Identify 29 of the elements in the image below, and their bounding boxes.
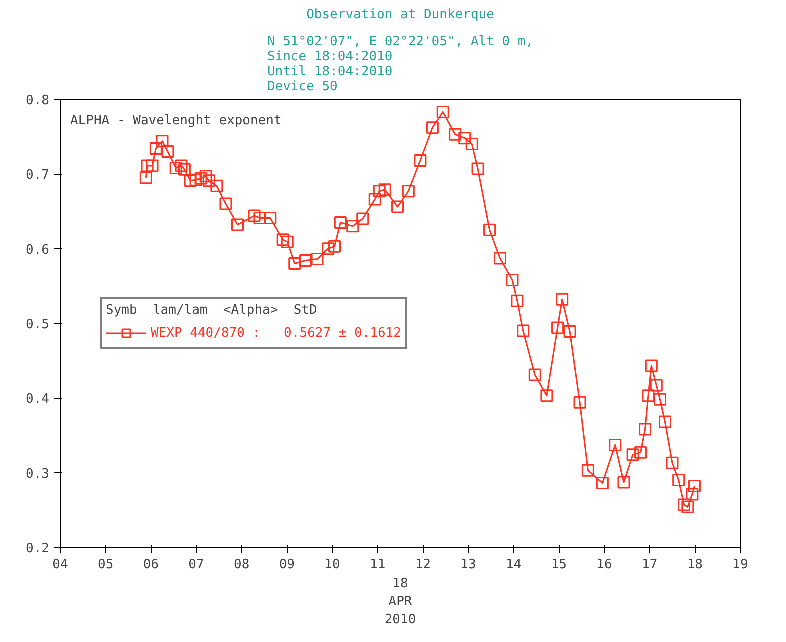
x-tick-label: 08: [234, 558, 250, 572]
x-axis-title: 18 APR 2010: [384, 576, 416, 628]
y-tick-label: 0.6: [26, 242, 50, 258]
x-tick-label: 15: [551, 558, 567, 572]
x-tick-label: 07: [188, 558, 204, 572]
y-tick-label: 0.4: [26, 392, 50, 408]
x-tick-label: 06: [143, 558, 159, 572]
x-tick-label: 13: [460, 558, 476, 572]
x-tick-label: 04: [52, 558, 68, 572]
x-tick-label: 12: [415, 558, 431, 572]
x-tick-label: 17: [642, 558, 658, 572]
y-axis-title: ALPHA - Wavelenght exponent: [70, 114, 282, 128]
legend-title: Symb lam/lam <Alpha> StD: [106, 303, 318, 318]
x-tick-label: 05: [98, 558, 114, 572]
x-tick-label: 09: [279, 558, 295, 572]
x-tick-label: 18: [687, 558, 703, 572]
x-tick-label: 19: [732, 558, 748, 572]
y-tick-label: 0.7: [26, 168, 50, 184]
chart-subtitle: N 51°02'07", E 02°22'05", Alt 0 m, Since 18:04:2010 Until 18:04:2010 Device 50: [267, 34, 534, 94]
y-tick-label: 0.2: [26, 542, 50, 556]
x-tick-label: 14: [506, 558, 522, 572]
y-tick-label: 0.3: [26, 466, 50, 482]
y-tick-label: 0.8: [26, 94, 50, 108]
x-tick-label: 16: [596, 558, 612, 572]
y-tick-label: 0.5: [26, 318, 50, 332]
chart-title: Observation at Dunkerque: [306, 8, 495, 22]
legend-label: WEXP 440/870 : 0.5627 ± 0.1612: [151, 326, 402, 340]
x-tick-label: 10: [324, 558, 340, 572]
x-tick-label: 11: [370, 558, 386, 572]
